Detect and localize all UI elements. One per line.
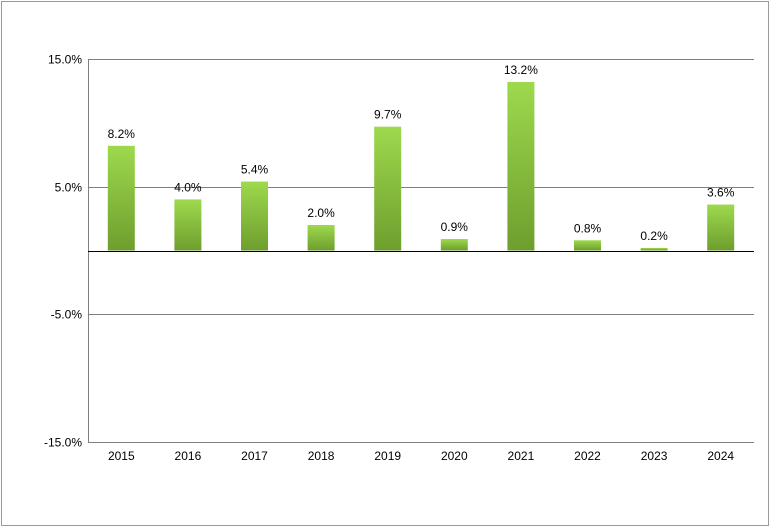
x-tick-label: 2017 bbox=[241, 449, 268, 463]
x-tick-label: 2020 bbox=[441, 449, 468, 463]
y-tick-labels: 15.0% 5.0% -5.0% -15.0% bbox=[44, 53, 82, 450]
bar-2024 bbox=[707, 204, 735, 251]
bar-2020 bbox=[440, 239, 468, 251]
x-tick-labels: 2015 2016 2017 2018 2019 2020 2021 2022 2023 2024 bbox=[108, 449, 734, 463]
bar-2022 bbox=[574, 240, 601, 251]
x-tick-label: 2018 bbox=[308, 449, 335, 463]
bar-2017 bbox=[241, 181, 268, 251]
data-label: 0.8% bbox=[574, 221, 602, 235]
x-tick-label: 2023 bbox=[641, 449, 668, 463]
data-label: 0.2% bbox=[640, 229, 668, 243]
y-tick-label: 5.0% bbox=[55, 181, 83, 195]
bar-2021 bbox=[507, 81, 535, 251]
y-tick-label: -15.0% bbox=[44, 436, 82, 450]
data-labels: 8.2% 4.0% 5.4% 2.0% 9.7% 0.9% 13.2% 0.8% 0.2% 3.6… bbox=[108, 63, 735, 243]
y-tick-label: -5.0% bbox=[51, 308, 83, 322]
x-tick-label: 2022 bbox=[574, 449, 601, 463]
grid-lines bbox=[88, 59, 754, 443]
data-label: 2.0% bbox=[307, 206, 335, 220]
bars bbox=[107, 81, 735, 251]
bar-2023 bbox=[640, 247, 668, 251]
data-label: 9.7% bbox=[374, 108, 402, 122]
axes bbox=[88, 59, 754, 442]
bar-2016 bbox=[174, 199, 202, 251]
x-tick-label: 2019 bbox=[374, 449, 401, 463]
data-label: 5.4% bbox=[241, 163, 269, 177]
bar-2015 bbox=[107, 145, 135, 251]
bar-2018 bbox=[307, 224, 335, 251]
x-tick-label: 2016 bbox=[175, 449, 202, 463]
data-label: 4.0% bbox=[174, 180, 202, 194]
x-tick-label: 2024 bbox=[707, 449, 734, 463]
x-tick-label: 2015 bbox=[108, 449, 135, 463]
data-label: 3.6% bbox=[707, 186, 735, 200]
data-label: 13.2% bbox=[504, 63, 538, 77]
bar-2019 bbox=[374, 126, 402, 251]
x-tick-label: 2021 bbox=[508, 449, 535, 463]
data-label: 8.2% bbox=[108, 127, 136, 141]
y-tick-label: 15.0% bbox=[48, 53, 82, 67]
data-label: 0.9% bbox=[441, 220, 469, 234]
